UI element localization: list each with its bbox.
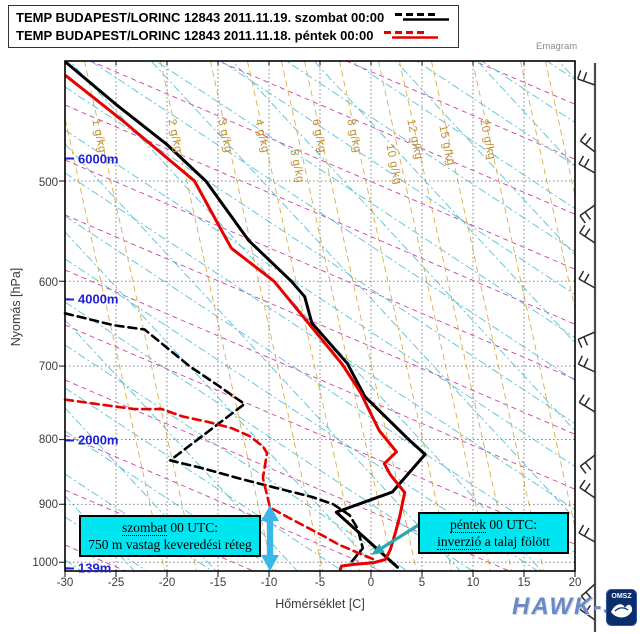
- inversion-annotation-line2: inverzió a talaj fölött: [437, 534, 550, 550]
- wind-barbs: [576, 63, 597, 632]
- xtick--20: -20: [158, 577, 176, 589]
- height-marker-6000m: 6000m: [66, 151, 118, 166]
- wind-barb: [579, 204, 596, 224]
- ytick-1000: 1000: [32, 557, 58, 569]
- legend-row-friday: TEMP BUDAPEST/LORINC 12843 2011.11.18. p…: [16, 26, 451, 44]
- mixing-layer-annotation-line1: szombat 00 UTC:: [121, 520, 218, 536]
- sounding-curves: [63, 60, 427, 571]
- height-tick-icon: [66, 567, 74, 570]
- legend-label-friday: TEMP BUDAPEST/LORINC 12843 2011.11.18. p…: [16, 27, 374, 43]
- wind-barb: [579, 601, 596, 621]
- gridlines: [65, 61, 575, 571]
- xtick-0: 0: [367, 577, 375, 589]
- wind-barb: [576, 70, 596, 86]
- xtick-5: 5: [418, 577, 426, 589]
- xtick--5: -5: [314, 577, 326, 589]
- wind-barb: [577, 331, 596, 349]
- y-axis-title: Nyomás [hPa]: [9, 267, 23, 347]
- wind-barb: [578, 270, 596, 289]
- legend-label-saturday: TEMP BUDAPEST/LORINC 12843 2011.11.19. s…: [16, 9, 385, 25]
- omsz-logo-icon: OMSZ: [606, 589, 637, 626]
- legend-box: TEMP BUDAPEST/LORINC 12843 2011.11.19. s…: [8, 5, 460, 48]
- xtick--30: -30: [56, 577, 74, 589]
- wind-barb: [579, 224, 596, 244]
- xtick--25: -25: [107, 577, 125, 589]
- legend-line-black-icon: [395, 13, 450, 21]
- diagram-type-label: Emagram: [536, 41, 578, 52]
- wind-barb: [578, 524, 596, 543]
- inversion-annotation-line1: péntek 00 UTC:: [449, 517, 537, 533]
- ytick-700: 700: [38, 361, 58, 373]
- mixing-layer-annotation: szombat 00 UTC: 750 m vastag keveredési …: [79, 515, 261, 557]
- ytick-900: 900: [38, 499, 58, 511]
- legend-row-saturday: TEMP BUDAPEST/LORINC 12843 2011.11.19. s…: [16, 8, 451, 26]
- mixing-layer-double-arrow: [261, 505, 279, 571]
- curve-td-2011-11-19-szombat-00-00: [63, 311, 365, 564]
- ytick-600: 600: [38, 277, 58, 289]
- wind-barb: [578, 394, 596, 413]
- ytick-800: 800: [38, 434, 58, 446]
- height-marker-4000m: 4000m: [66, 292, 118, 307]
- plot-border: [64, 60, 576, 572]
- svg-text:OMSZ: OMSZ: [611, 593, 632, 600]
- omsz-logo: OMSZ: [606, 589, 637, 631]
- height-tick-icon: [66, 157, 74, 160]
- wind-barb: [579, 133, 596, 153]
- curve-td-2011-11-18-p-ntek-00-00: [63, 398, 376, 561]
- curve-t-2011-11-18-p-ntek-00-00: [64, 74, 407, 571]
- wind-barb: [577, 355, 596, 373]
- xtick-15: 15: [517, 577, 531, 589]
- inversion-annotation: péntek 00 UTC: inverzió a talaj fölött: [418, 512, 569, 554]
- wind-barb: [579, 454, 596, 474]
- height-marker-2000m: 2000m: [66, 433, 118, 448]
- wind-barb: [580, 583, 596, 604]
- x-axis-title: Hőmérséklet [C]: [275, 597, 365, 611]
- mixing-layer-annotation-line2: 750 m vastag keveredési réteg: [88, 537, 252, 552]
- height-marker-139m: 139m: [66, 561, 111, 576]
- height-tick-icon: [66, 298, 74, 301]
- ytick-500: 500: [38, 177, 58, 189]
- xtick--15: -15: [209, 577, 227, 589]
- legend-line-red-icon: [384, 31, 439, 39]
- xtick-20: 20: [568, 577, 582, 589]
- wind-barb: [578, 155, 596, 174]
- wind-barb: [579, 479, 596, 499]
- height-tick-icon: [66, 439, 74, 442]
- xtick--10: -10: [260, 577, 278, 589]
- xtick-10: 10: [466, 577, 480, 589]
- curve-t-2011-11-19-szombat-00-00: [64, 60, 427, 569]
- hawk3-logo: HAWK-3: [512, 593, 619, 620]
